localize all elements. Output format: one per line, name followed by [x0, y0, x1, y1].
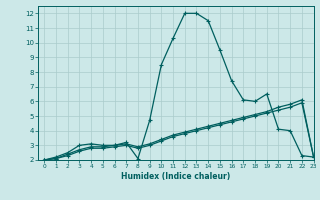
X-axis label: Humidex (Indice chaleur): Humidex (Indice chaleur)	[121, 172, 231, 181]
